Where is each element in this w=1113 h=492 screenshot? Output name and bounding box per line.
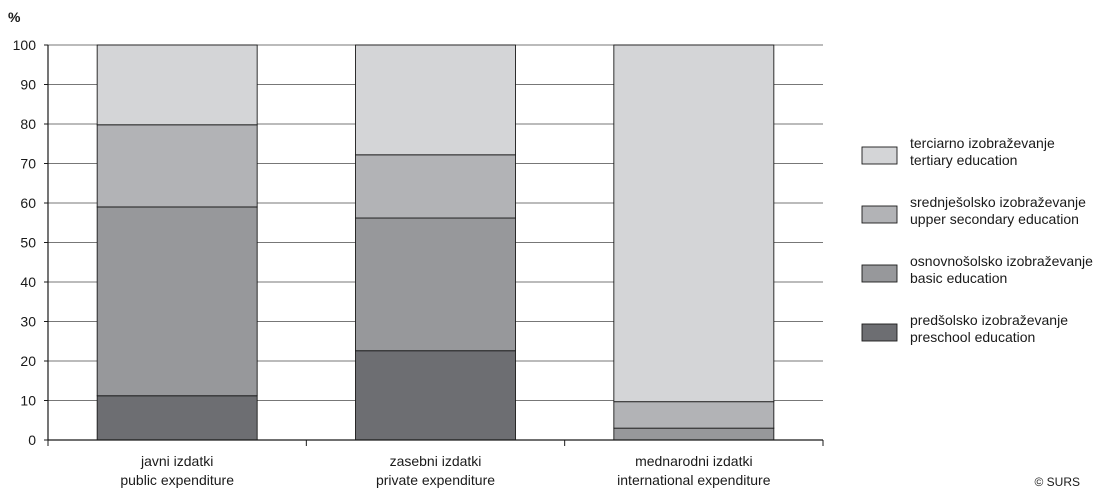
y-tick-label: 10 xyxy=(20,393,36,409)
y-tick-label: 100 xyxy=(13,37,37,53)
bar-segment xyxy=(355,350,516,441)
legend-label: srednješolsko izobraževanje xyxy=(910,194,1086,210)
bar-segment xyxy=(96,206,258,397)
x-category-label: zasebni izdatki xyxy=(390,453,482,469)
legend-label: tertiary education xyxy=(910,152,1017,168)
legend-swatch xyxy=(861,146,898,165)
y-tick-label: 90 xyxy=(20,77,36,93)
bar-segment xyxy=(355,154,516,219)
legend-label: predšolsko izobraževanje xyxy=(910,312,1068,328)
y-tick-label: 70 xyxy=(20,156,36,172)
bar-segment xyxy=(613,44,775,403)
legend-label: terciarno izobraževanje xyxy=(910,135,1055,151)
x-category-label: mednarodni izdatki xyxy=(635,453,753,469)
y-axis-unit-label: % xyxy=(8,9,21,25)
legend-swatch xyxy=(861,205,898,224)
legend-swatch xyxy=(861,323,898,342)
y-tick-label: 0 xyxy=(28,432,36,448)
y-tick-label: 60 xyxy=(20,195,36,211)
legend-label: basic education xyxy=(910,270,1007,286)
bar-segment xyxy=(96,395,258,441)
bar-segment xyxy=(613,427,775,441)
legend-label: upper secondary education xyxy=(910,211,1079,227)
y-tick-label: 30 xyxy=(20,314,36,330)
y-tick-label: 40 xyxy=(20,274,36,290)
axes: 0 10 20 30 40 50 60 70 80 90 100 javni izdatki publi… xyxy=(13,37,824,488)
bar-segment xyxy=(96,44,258,126)
legend-label: preschool education xyxy=(910,329,1035,345)
bars xyxy=(96,44,775,441)
copyright-label: © SURS xyxy=(1034,475,1080,489)
bar-segment xyxy=(355,217,516,352)
bar-segment xyxy=(613,401,775,429)
y-tick-label: 20 xyxy=(20,353,36,369)
x-category-label: private expenditure xyxy=(376,472,495,488)
y-tick-label: 80 xyxy=(20,116,36,132)
y-tick-label: 50 xyxy=(20,235,36,251)
bar-segment xyxy=(96,124,258,208)
legend-label: osnovnošolsko izobraževanje xyxy=(910,253,1093,269)
bar-segment xyxy=(355,44,516,156)
x-category-label: javni izdatki xyxy=(140,453,213,469)
legend-swatch xyxy=(861,264,898,283)
x-category-label: public expenditure xyxy=(120,472,234,488)
x-category-label: international expenditure xyxy=(617,472,771,488)
